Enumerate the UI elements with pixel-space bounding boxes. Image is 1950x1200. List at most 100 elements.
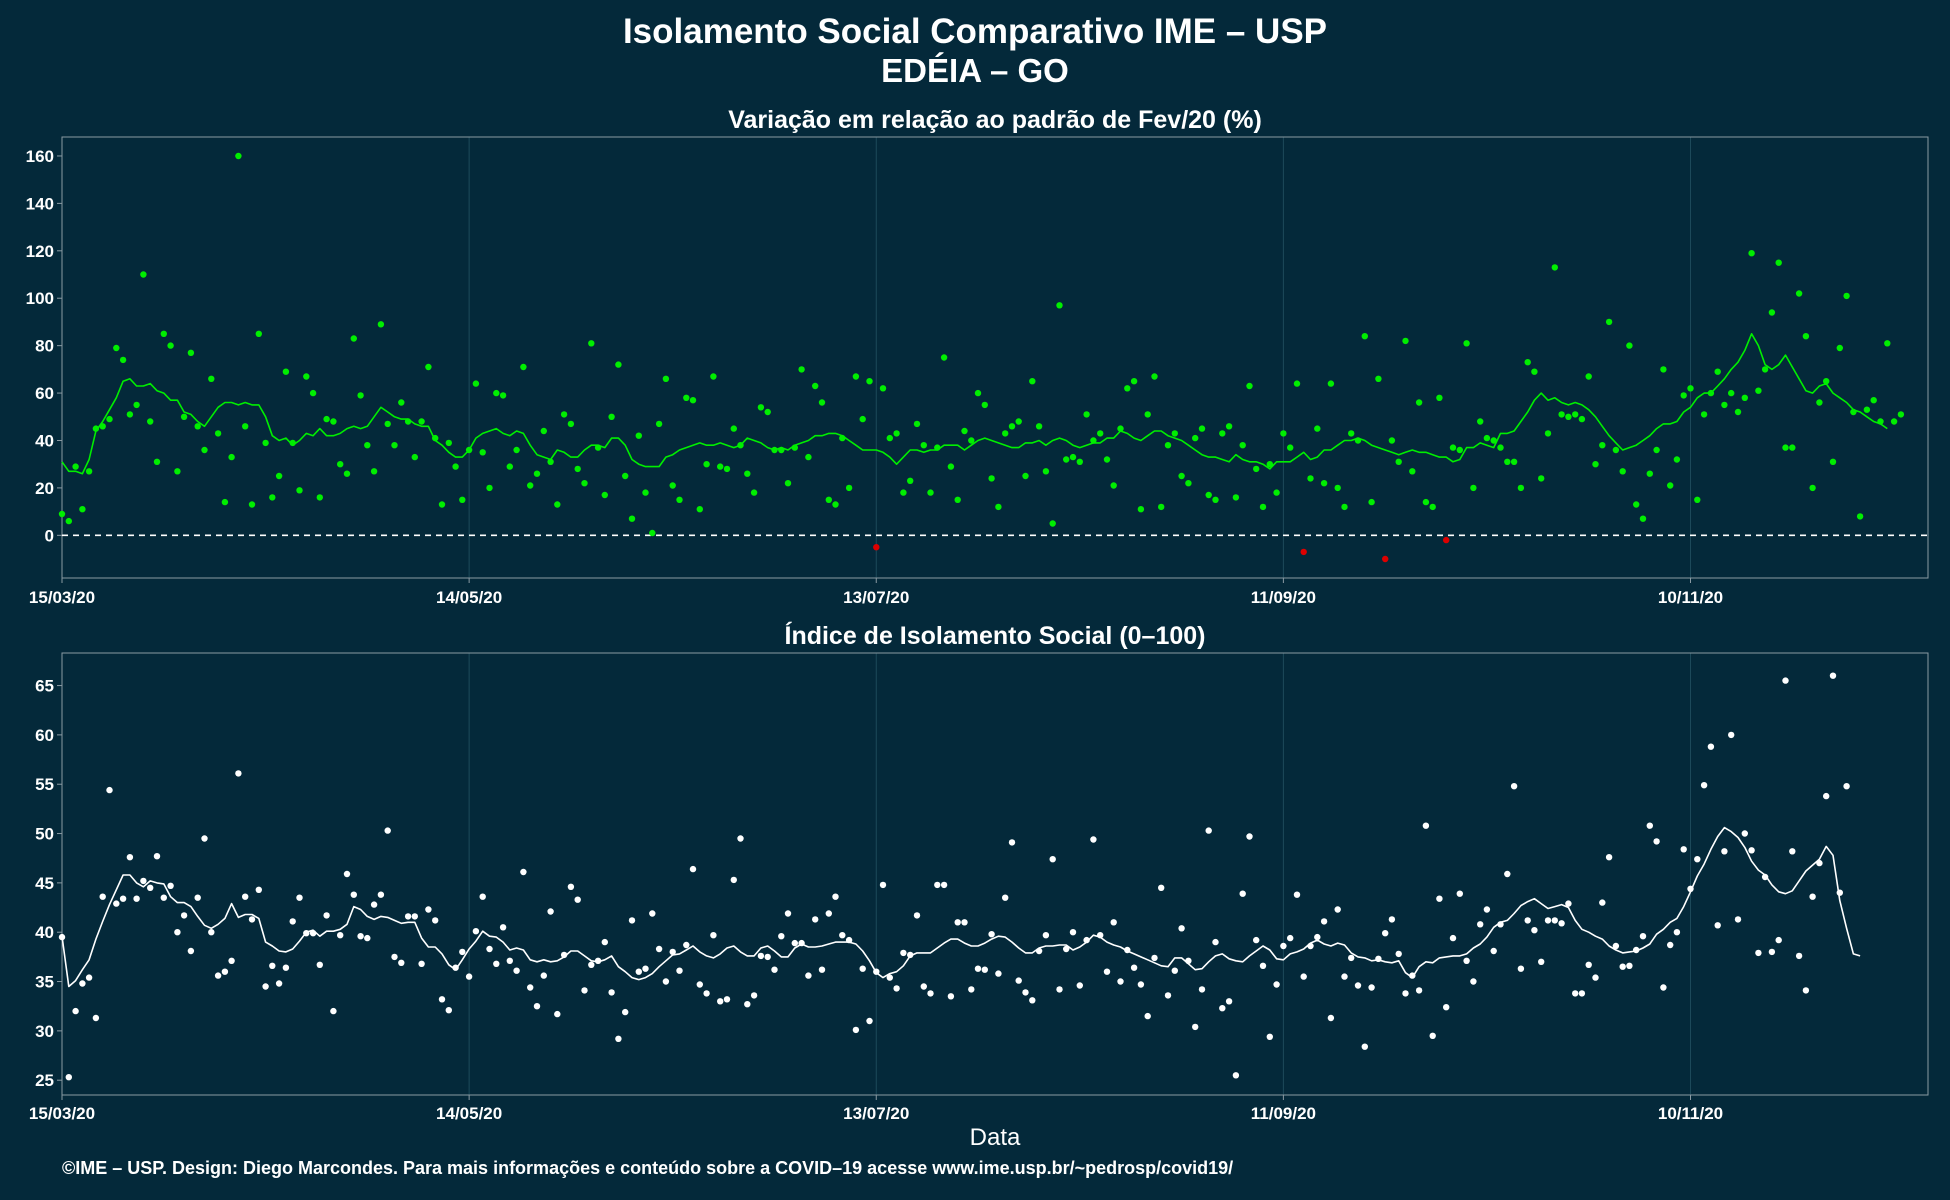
- data-point: [1144, 411, 1151, 418]
- data-point: [1565, 413, 1572, 420]
- data-point: [1443, 536, 1450, 544]
- data-point: [1490, 437, 1497, 444]
- data-point: [913, 912, 921, 919]
- data-point: [947, 993, 955, 1000]
- data-point: [147, 418, 154, 425]
- data-point: [798, 366, 805, 373]
- data-point: [255, 330, 262, 337]
- data-point: [364, 442, 371, 449]
- data-point: [1809, 893, 1816, 900]
- data-point: [1246, 382, 1253, 390]
- data-point: [764, 953, 771, 961]
- data-point: [214, 430, 222, 437]
- data-point: [927, 990, 934, 997]
- data-point: [1585, 373, 1592, 380]
- data-point: [1225, 423, 1233, 430]
- data-point: [147, 884, 154, 891]
- y-tick-label: 65: [35, 677, 54, 696]
- data-point: [703, 461, 710, 468]
- data-point: [1130, 964, 1138, 971]
- data-point: [1558, 411, 1565, 418]
- data-point: [1422, 822, 1430, 829]
- data-point: [459, 496, 466, 503]
- data-point: [201, 835, 208, 842]
- data-point: [214, 972, 222, 979]
- data-point: [1449, 934, 1457, 942]
- data-point: [85, 468, 93, 475]
- data-point: [391, 442, 398, 449]
- data-point: [398, 959, 405, 966]
- data-point: [486, 945, 493, 953]
- data-point: [377, 321, 385, 328]
- data-point: [527, 984, 534, 991]
- data-point: [1517, 965, 1525, 972]
- data-point: [886, 434, 893, 442]
- data-point: [1843, 292, 1850, 300]
- data-point: [1694, 496, 1701, 503]
- data-point: [201, 446, 208, 454]
- panel-title: Índice de Isolamento Social (0–100): [785, 621, 1206, 650]
- data-point: [126, 411, 134, 418]
- data-point: [1192, 1023, 1199, 1031]
- data-point: [934, 881, 941, 889]
- data-point: [79, 980, 86, 987]
- data-point: [411, 453, 418, 461]
- data-point: [1449, 444, 1457, 451]
- data-point: [655, 420, 663, 428]
- y-tick-label: 50: [35, 825, 54, 844]
- data-point: [1653, 838, 1660, 845]
- data-point: [1490, 947, 1497, 955]
- data-point: [1395, 458, 1402, 465]
- data-point: [1673, 929, 1681, 936]
- data-point: [357, 933, 364, 940]
- data-point: [1531, 927, 1538, 934]
- data-point: [791, 939, 798, 947]
- data-point: [1049, 856, 1056, 863]
- data-point: [167, 342, 174, 349]
- data-point: [866, 378, 873, 385]
- data-point: [316, 494, 323, 501]
- data-point: [1538, 475, 1545, 482]
- data-point: [893, 985, 900, 992]
- data-point: [907, 477, 914, 484]
- data-point: [988, 931, 995, 938]
- chart-panel-1: Variação em relação ao padrão de Fev/20 …: [26, 106, 1929, 607]
- data-point: [506, 463, 513, 470]
- data-point: [832, 501, 839, 508]
- data-point: [133, 895, 140, 902]
- data-point: [174, 468, 181, 475]
- data-point: [588, 961, 595, 968]
- data-point: [486, 484, 493, 492]
- x-tick-label: 10/11/20: [1658, 588, 1723, 607]
- data-point: [1470, 978, 1477, 985]
- data-point: [1517, 484, 1525, 492]
- data-point: [248, 916, 256, 923]
- data-point: [1639, 933, 1647, 940]
- data-point: [1314, 425, 1321, 432]
- data-point: [499, 392, 507, 399]
- data-point: [1823, 792, 1830, 800]
- data-point: [119, 356, 127, 364]
- data-point: [717, 998, 724, 1005]
- data-point: [275, 472, 283, 480]
- data-point: [411, 913, 418, 920]
- data-point: [1592, 461, 1599, 468]
- data-point: [845, 484, 853, 492]
- data-point: [974, 389, 982, 397]
- data-point: [208, 929, 215, 936]
- data-point: [65, 1074, 73, 1081]
- data-point: [1789, 848, 1796, 855]
- data-point: [1477, 418, 1484, 425]
- data-point: [676, 967, 683, 974]
- y-tick-label: 60: [35, 726, 54, 745]
- data-point: [1382, 930, 1389, 937]
- data-point: [282, 964, 290, 971]
- data-point: [622, 1008, 629, 1016]
- data-point: [337, 932, 344, 939]
- data-point: [995, 970, 1002, 977]
- data-point: [1463, 957, 1470, 964]
- data-point: [1544, 430, 1552, 437]
- x-tick-label: 13/07/20: [843, 588, 909, 607]
- y-tick-label: 30: [35, 1022, 54, 1041]
